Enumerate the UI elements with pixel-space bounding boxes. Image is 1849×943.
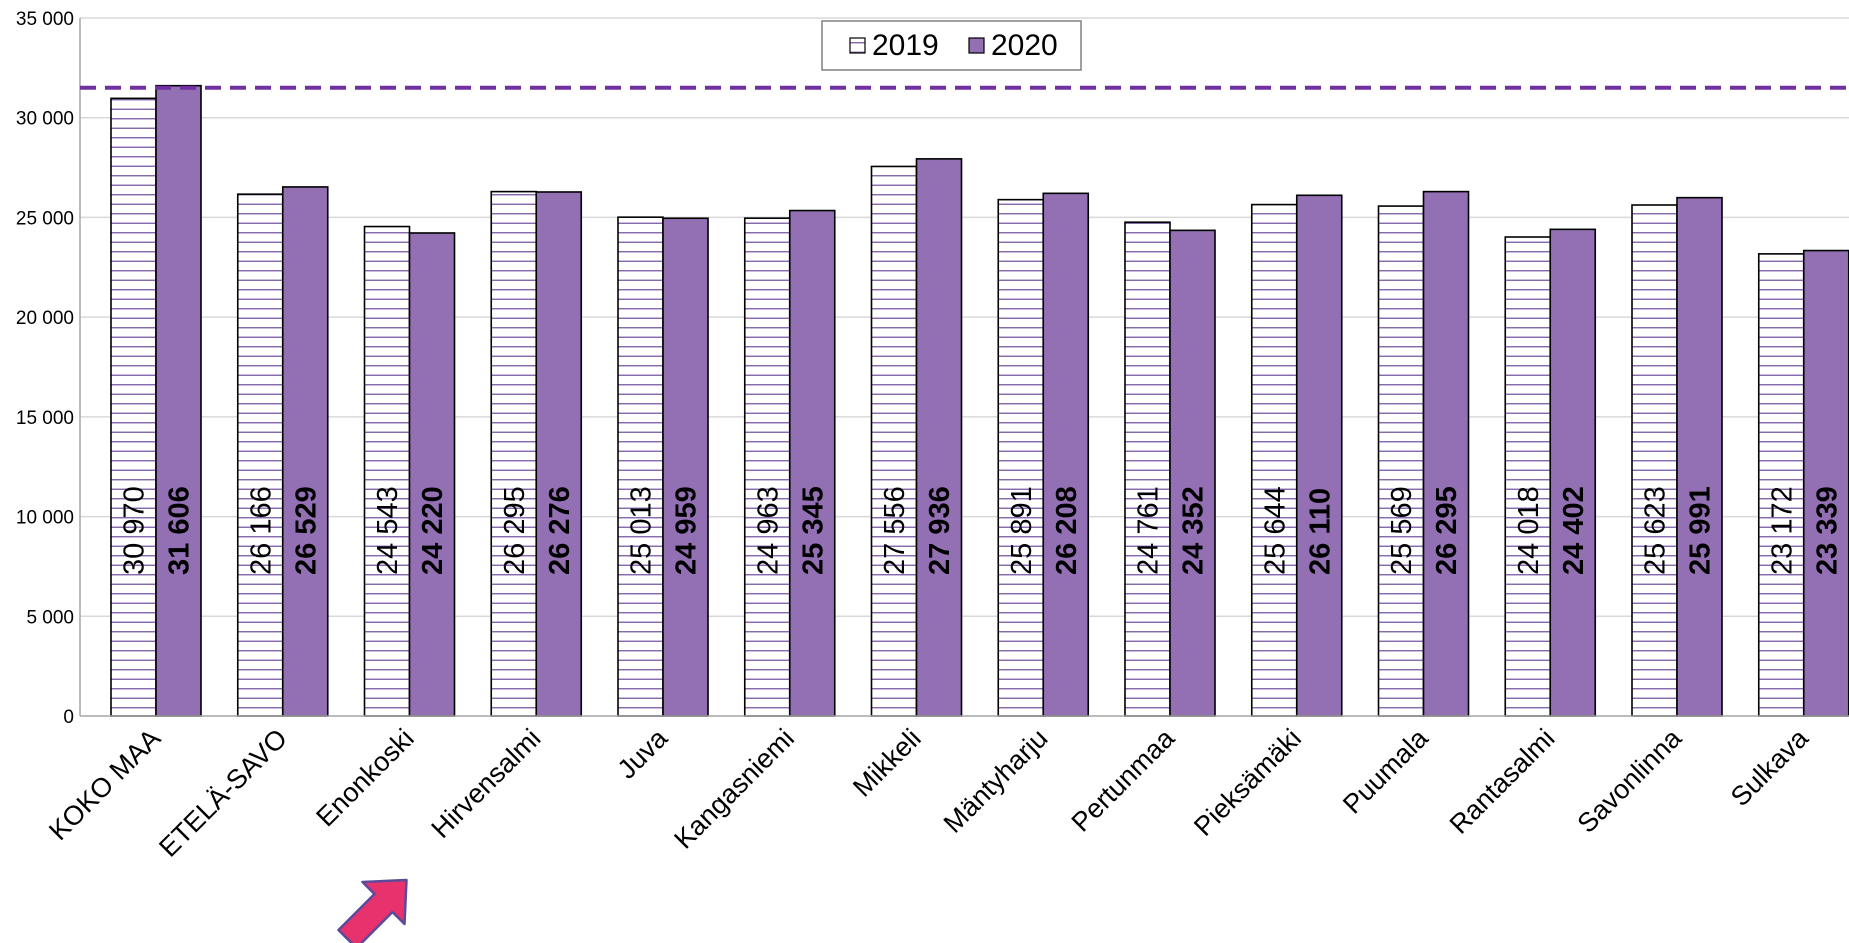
value-label-2020: 26 276 xyxy=(544,486,576,575)
highlight-arrow-icon xyxy=(337,878,408,943)
bar-2019 xyxy=(110,97,157,717)
value-label-2020: 24 220 xyxy=(417,486,449,575)
category-label: ETELÄ-SAVO xyxy=(153,723,293,863)
value-label-2020: 23 339 xyxy=(1811,486,1843,575)
bar-2020 xyxy=(1676,196,1723,717)
bar-2020 xyxy=(1295,194,1343,717)
bar-2019 xyxy=(743,217,791,717)
value-label-2019: 26 295 xyxy=(499,486,531,575)
legend: 2019 2020 xyxy=(821,20,1082,71)
value-label-2020: 24 402 xyxy=(1558,486,1590,575)
legend-swatch-2019 xyxy=(849,37,866,54)
bar-2020 xyxy=(1422,190,1470,717)
value-label-2019: 25 013 xyxy=(626,486,658,575)
category-label: Hirvensalmi xyxy=(426,723,547,844)
category-label: Mäntyharju xyxy=(938,723,1054,839)
value-labels: 30 970 31 606 26 166 26 529 24 543 24 220 26 2… xyxy=(119,486,1844,575)
category-label: KOKO MAA xyxy=(43,723,166,846)
bar-2020 xyxy=(915,158,963,717)
bar-2020 xyxy=(535,191,583,717)
bar-2019 xyxy=(997,198,1045,717)
value-label-2019: 25 644 xyxy=(1259,486,1291,575)
value-label-2019: 24 018 xyxy=(1513,486,1545,575)
category-label: Sulkava xyxy=(1725,722,1815,812)
bar-2019 xyxy=(236,193,284,717)
value-label-2020: 31 606 xyxy=(164,486,196,575)
category-label: Savonlinna xyxy=(1572,722,1688,838)
bar-2019 xyxy=(490,190,538,717)
category-label: Enonkoski xyxy=(310,723,419,832)
bars xyxy=(110,84,1849,717)
bar-2019 xyxy=(1631,204,1678,717)
value-label-2020: 27 936 xyxy=(924,486,956,575)
bar-2019 xyxy=(1377,205,1425,717)
bar-2019 xyxy=(617,216,664,717)
y-tick-label: 15 000 xyxy=(16,408,74,429)
legend-label-2020: 2020 xyxy=(991,29,1058,62)
bar-2020 xyxy=(155,84,202,717)
bar-2019 xyxy=(1124,221,1171,717)
bar-2020 xyxy=(408,232,456,717)
value-label-2019: 25 891 xyxy=(1006,486,1038,575)
bar-2020 xyxy=(1549,228,1597,717)
bar-2019 xyxy=(1250,203,1298,717)
y-tick-label: 30 000 xyxy=(16,109,74,130)
value-label-2019: 24 761 xyxy=(1133,486,1165,575)
value-label-2019: 26 166 xyxy=(245,486,277,575)
category-label: Kangasniemi xyxy=(668,723,800,855)
bar-2019 xyxy=(1757,253,1805,717)
value-label-2019: 24 543 xyxy=(372,486,404,575)
bar-2020 xyxy=(662,217,709,717)
value-label-2020: 26 295 xyxy=(1431,486,1463,575)
y-tick-label: 0 xyxy=(63,707,74,728)
bar-2020 xyxy=(1802,249,1849,717)
legend-label-2019: 2019 xyxy=(872,29,939,62)
value-label-2020: 25 991 xyxy=(1685,486,1717,575)
y-tick-label: 5 000 xyxy=(26,607,74,628)
highlight-arrow-group xyxy=(337,878,408,943)
y-tick-label: 35 000 xyxy=(16,9,74,30)
bar-2019 xyxy=(1504,236,1552,717)
category-label: Rantasalmi xyxy=(1444,723,1561,840)
value-label-2020: 24 959 xyxy=(671,486,703,575)
legend-swatch-2020 xyxy=(968,37,985,54)
value-label-2019: 27 556 xyxy=(879,486,911,575)
bar-2019 xyxy=(870,165,918,717)
category-label: Mikkeli xyxy=(847,723,927,803)
value-label-2019: 23 172 xyxy=(1766,486,1798,575)
bar-2020 xyxy=(1169,229,1216,717)
value-label-2020: 26 110 xyxy=(1304,488,1336,575)
value-label-2020: 25 345 xyxy=(797,486,829,575)
value-label-2019: 25 569 xyxy=(1386,486,1418,575)
category-label: Pieksämäki xyxy=(1188,723,1307,842)
value-label-2019: 24 963 xyxy=(752,486,784,575)
y-tick-label: 10 000 xyxy=(16,508,74,529)
value-label-2019: 25 623 xyxy=(1640,486,1672,575)
category-label: Pertunmaa xyxy=(1066,722,1181,837)
bar-2020 xyxy=(1042,192,1090,717)
y-tick-label: 20 000 xyxy=(16,308,74,329)
value-label-2020: 26 208 xyxy=(1051,486,1083,575)
bar-2019 xyxy=(363,225,411,717)
category-label: Juva xyxy=(612,722,674,784)
bar-2020 xyxy=(281,186,329,717)
value-label-2019: 30 970 xyxy=(119,486,151,575)
value-label-2020: 26 529 xyxy=(290,486,322,575)
category-label: Puumala xyxy=(1337,722,1434,819)
y-tick-label: 25 000 xyxy=(16,208,74,229)
value-label-2020: 24 352 xyxy=(1178,486,1210,575)
bar-2020 xyxy=(788,209,836,717)
